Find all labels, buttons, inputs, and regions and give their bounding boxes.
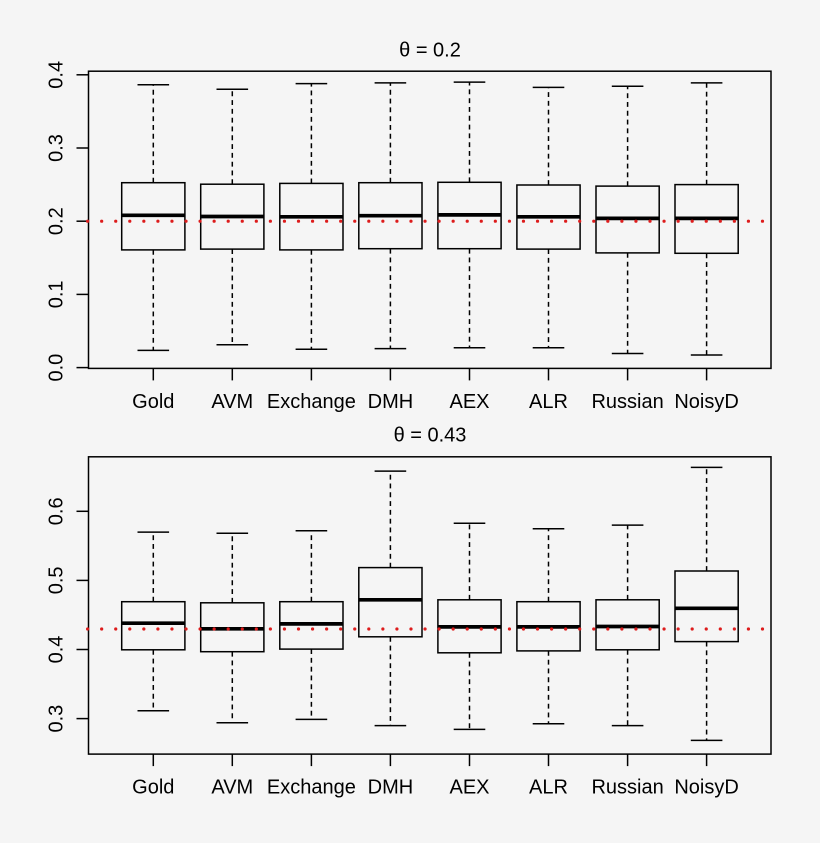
svg-text:Exchange: Exchange <box>267 391 356 413</box>
svg-text:0.5: 0.5 <box>45 566 67 594</box>
svg-text:NoisyD: NoisyD <box>674 777 738 799</box>
svg-text:0.3: 0.3 <box>45 134 67 162</box>
svg-text:AEX: AEX <box>449 777 489 799</box>
svg-text:ALR: ALR <box>529 391 568 413</box>
svg-text:AVM: AVM <box>211 777 253 799</box>
svg-text:0.4: 0.4 <box>45 636 67 664</box>
svg-text:Gold: Gold <box>132 777 174 799</box>
svg-text:AVM: AVM <box>211 391 253 413</box>
svg-text:θ = 0.2: θ = 0.2 <box>399 39 461 61</box>
svg-text:θ = 0.43: θ = 0.43 <box>394 425 467 447</box>
svg-text:Russian: Russian <box>591 777 663 799</box>
svg-text:0.4: 0.4 <box>45 61 67 89</box>
svg-text:Russian: Russian <box>591 391 663 413</box>
svg-text:Exchange: Exchange <box>267 777 356 799</box>
svg-text:0.2: 0.2 <box>45 207 67 235</box>
svg-text:ALR: ALR <box>529 777 568 799</box>
svg-text:0.3: 0.3 <box>45 705 67 733</box>
svg-text:0.0: 0.0 <box>45 354 67 382</box>
svg-text:AEX: AEX <box>449 391 489 413</box>
svg-text:DMH: DMH <box>368 391 414 413</box>
svg-text:0.1: 0.1 <box>45 280 67 308</box>
svg-text:Gold: Gold <box>132 391 174 413</box>
svg-text:0.6: 0.6 <box>45 497 67 525</box>
svg-text:NoisyD: NoisyD <box>674 391 738 413</box>
svg-text:DMH: DMH <box>368 777 414 799</box>
